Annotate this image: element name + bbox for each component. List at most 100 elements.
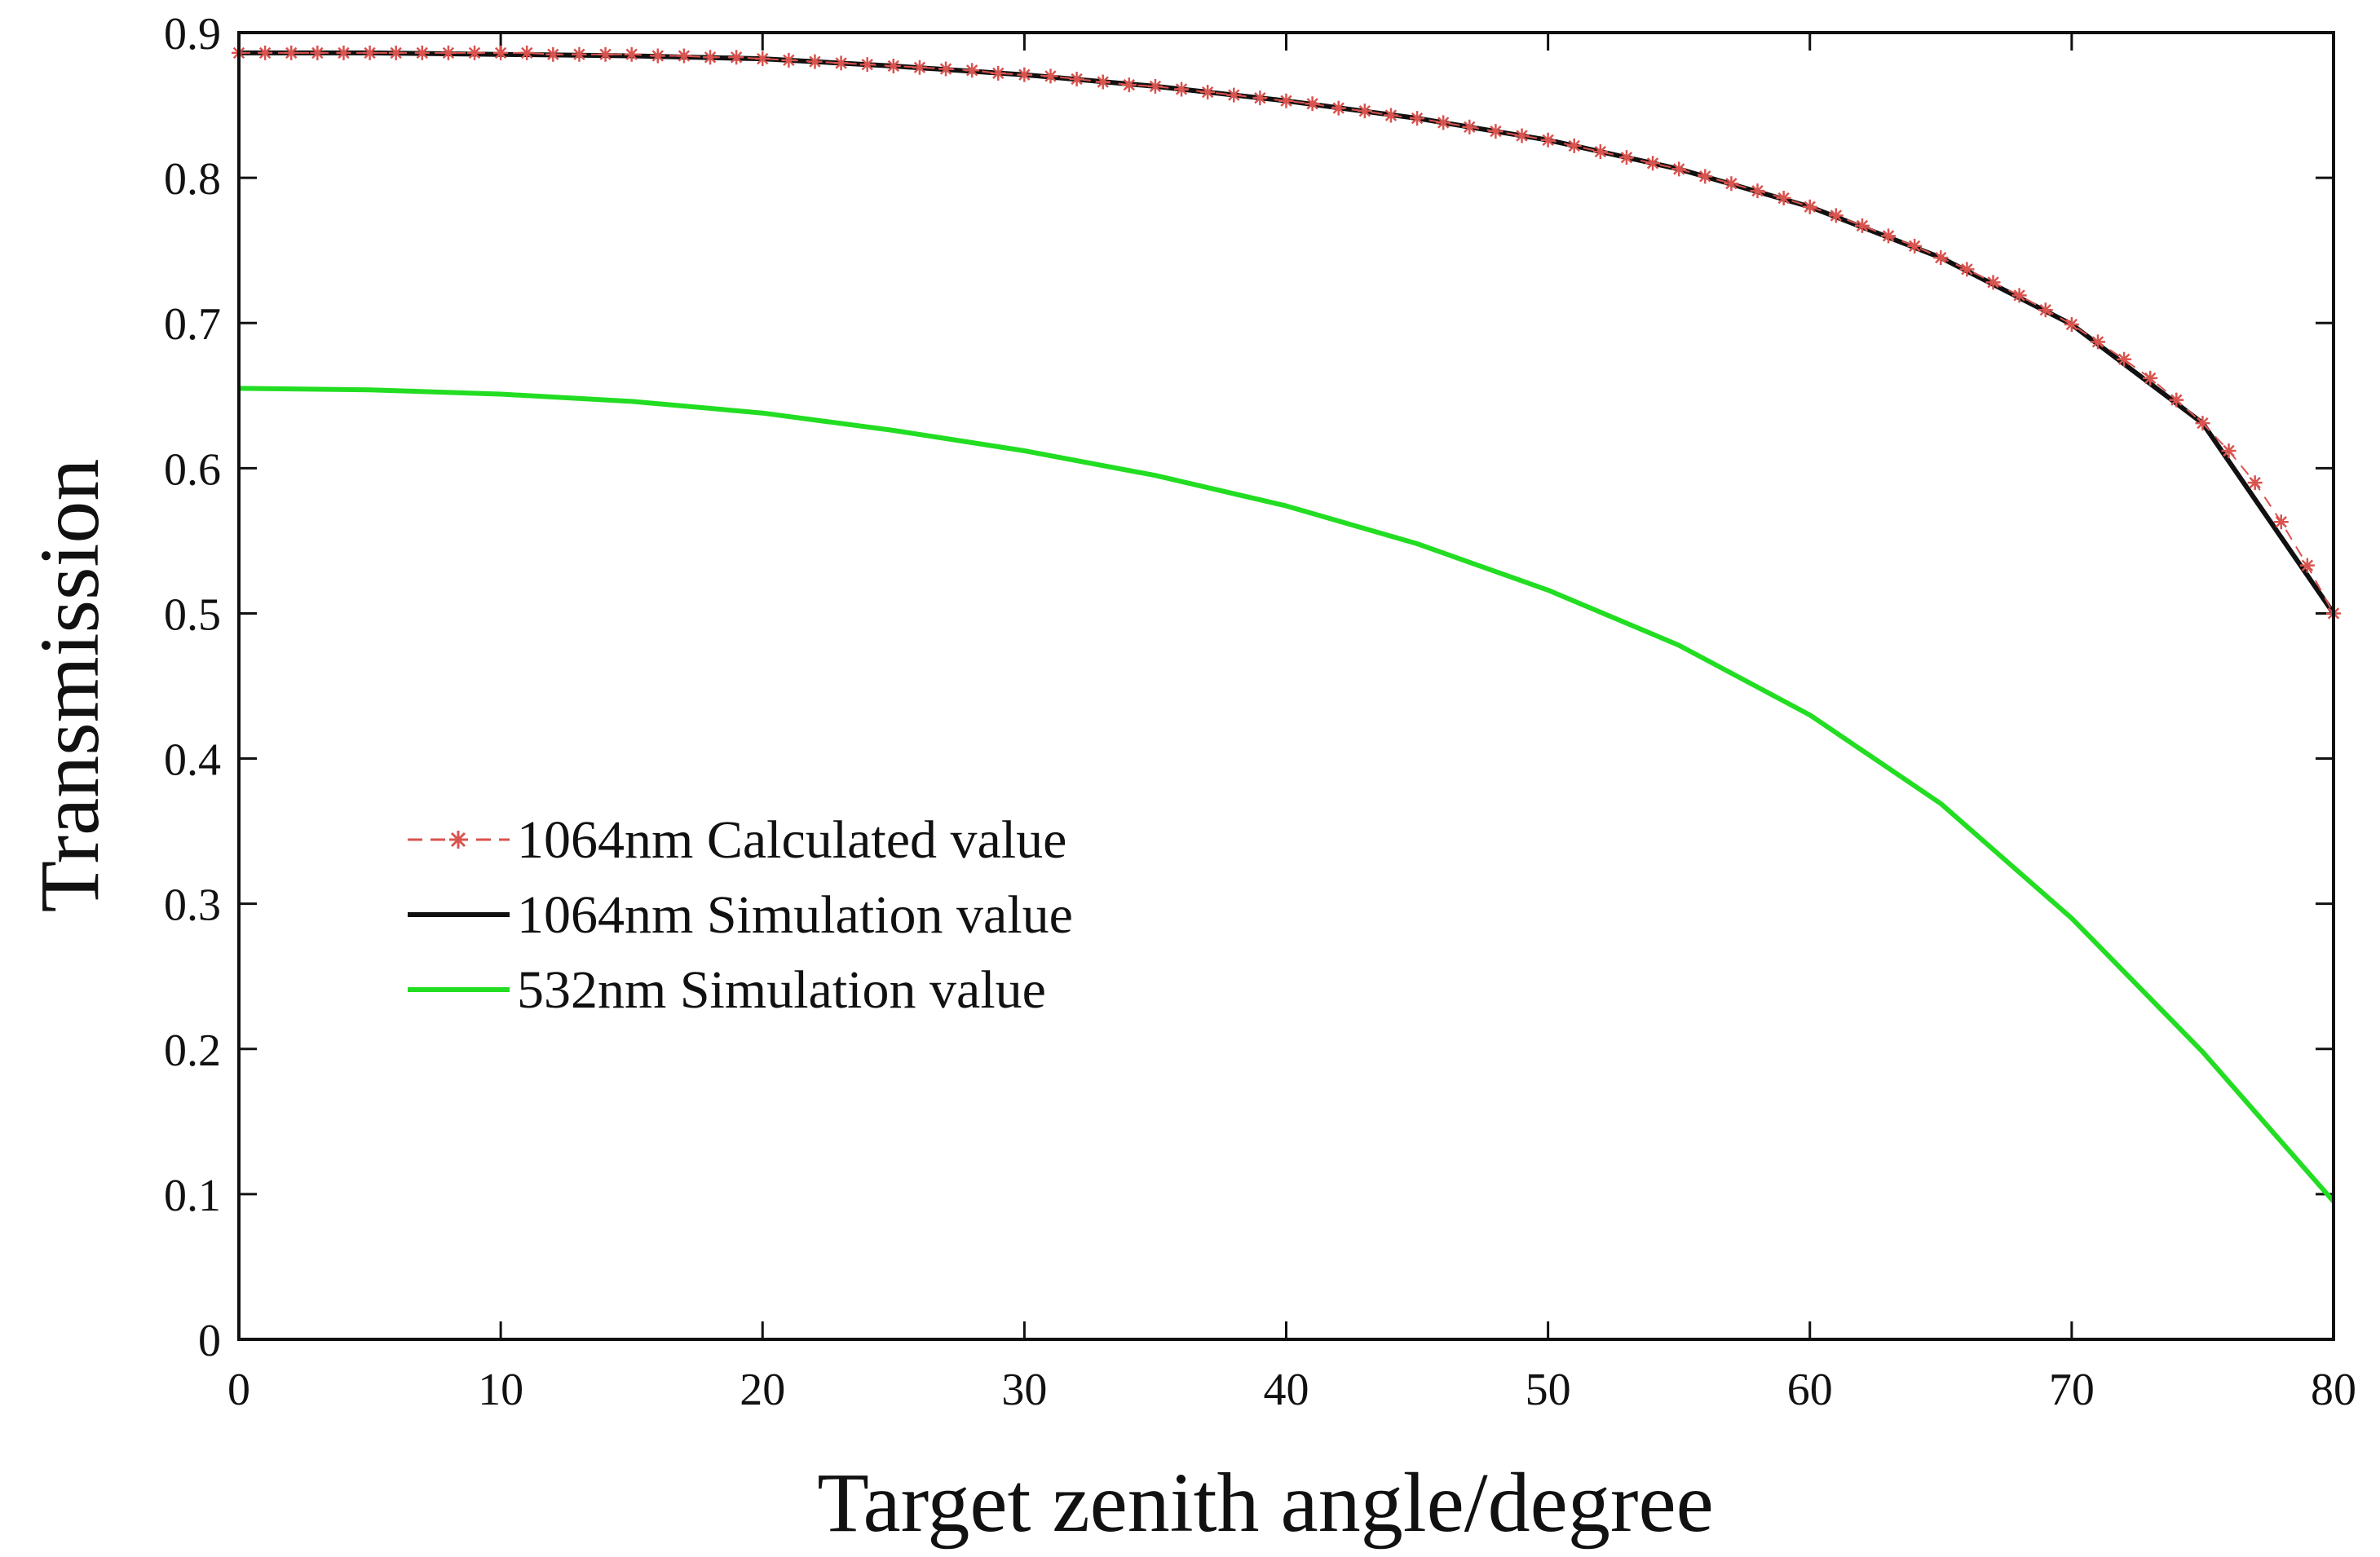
star-marker	[440, 45, 456, 60]
star-marker	[2247, 475, 2263, 491]
y-tick-label: 0.8	[164, 154, 221, 205]
star-marker	[258, 45, 273, 60]
star-marker	[1069, 71, 1084, 86]
star-marker	[2011, 288, 2027, 303]
y-tick-labels: 0 0.1 0.2 0.3 0.4 0.5 0.6 0.7 0.8 0.9	[164, 9, 221, 1366]
x-tick-label: 10	[478, 1365, 523, 1415]
star-marker	[1854, 218, 1870, 233]
star-marker	[467, 45, 483, 60]
y-tick-label: 0.9	[164, 9, 221, 60]
star-marker	[1828, 208, 1844, 223]
star-marker	[912, 60, 927, 75]
star-marker	[1985, 275, 2001, 290]
star-marker	[2169, 392, 2184, 408]
star-marker	[2117, 351, 2132, 367]
star-marker	[1645, 156, 1661, 171]
star-marker	[1750, 183, 1765, 199]
star-marker	[598, 46, 613, 62]
y-tick-label: 0	[198, 1316, 221, 1366]
legend-label: 1064nm Simulation value	[517, 885, 1073, 945]
star-marker	[1043, 68, 1058, 84]
star-marker	[1200, 85, 1216, 100]
x-tick-label: 70	[2049, 1365, 2095, 1415]
y-tick-label: 0.7	[164, 299, 221, 350]
star-marker	[885, 58, 901, 73]
star-marker	[2299, 558, 2315, 573]
x-tick-label: 40	[1264, 1365, 1309, 1415]
legend-entry-1064nm-calculated: 1064nm Calculated value	[408, 810, 1066, 870]
star-marker	[388, 45, 404, 60]
star-marker	[1776, 191, 1791, 206]
legend-entry-1064nm-simulation: 1064nm Simulation value	[408, 885, 1073, 945]
star-marker	[1331, 100, 1346, 116]
y-axis-title: Transmission	[23, 459, 117, 913]
series-line-1064nm-simulation	[239, 50, 2336, 615]
y-tick-label: 0.3	[164, 880, 221, 931]
star-marker	[1017, 67, 1032, 82]
star-marker	[1278, 93, 1294, 108]
legend-entry-532nm-simulation: 532nm Simulation value	[408, 960, 1046, 1020]
star-marker	[1933, 250, 1949, 266]
star-marker	[519, 45, 535, 60]
star-marker	[1802, 199, 1817, 214]
star-marker	[2221, 443, 2236, 458]
y-tick-label: 0.5	[164, 589, 221, 640]
x-tick-label: 80	[2311, 1365, 2356, 1415]
star-marker	[1881, 228, 1896, 244]
star-marker	[1410, 111, 1425, 126]
star-marker	[1540, 132, 1556, 148]
star-marker	[1252, 90, 1268, 106]
star-marker	[1174, 82, 1190, 97]
star-marker	[833, 55, 849, 71]
star-marker	[336, 45, 351, 60]
y-tick-label: 0.6	[164, 444, 221, 495]
y-tick-label: 0.4	[164, 735, 221, 786]
legend-label: 1064nm Calculated value	[517, 810, 1066, 870]
star-marker	[1514, 128, 1530, 143]
star-marker	[1592, 144, 1608, 160]
star-marker	[1121, 77, 1137, 93]
star-marker	[310, 45, 325, 60]
star-marker	[1488, 124, 1504, 139]
star-marker	[1907, 238, 1923, 254]
star-marker	[2273, 514, 2289, 530]
star-marker	[362, 45, 378, 60]
star-marker	[284, 45, 299, 60]
star-marker	[1566, 138, 1582, 153]
axis-ticks	[237, 31, 2335, 1341]
x-tick-label: 20	[740, 1365, 785, 1415]
star-marker	[2064, 317, 2079, 333]
star-marker	[1383, 108, 1398, 123]
star-marker	[859, 57, 875, 73]
star-marker	[729, 50, 744, 65]
star-marker	[493, 45, 509, 60]
star-marker	[624, 46, 639, 62]
star-marker	[1618, 150, 1634, 165]
x-tick-label: 50	[1526, 1365, 1571, 1415]
legend-label: 532nm Simulation value	[517, 960, 1046, 1020]
y-tick-label: 0.2	[164, 1026, 221, 1076]
star-marker	[1436, 115, 1451, 130]
legend-star-marker	[449, 831, 467, 849]
y-tick-label: 0.1	[164, 1171, 221, 1221]
star-marker	[1724, 176, 1739, 192]
series-line-532nm-simulation	[238, 386, 2336, 1203]
star-marker	[703, 50, 718, 65]
star-marker	[938, 61, 954, 77]
x-tick-labels: 0 10 20 30 40 50 60 70 80	[227, 1365, 2356, 1415]
star-marker	[676, 48, 691, 64]
star-marker	[965, 63, 980, 78]
x-tick-label: 0	[227, 1365, 250, 1415]
star-marker	[1357, 104, 1372, 119]
star-marker	[1095, 74, 1111, 90]
star-marker	[1226, 87, 1242, 103]
x-tick-label: 60	[1787, 1365, 1833, 1415]
star-marker	[781, 52, 797, 68]
star-marker	[807, 54, 823, 69]
star-marker	[2143, 370, 2158, 386]
star-marker	[545, 46, 561, 62]
star-marker	[650, 48, 665, 64]
series-line-1064nm-calculated	[239, 51, 2334, 614]
star-marker	[1147, 78, 1163, 94]
